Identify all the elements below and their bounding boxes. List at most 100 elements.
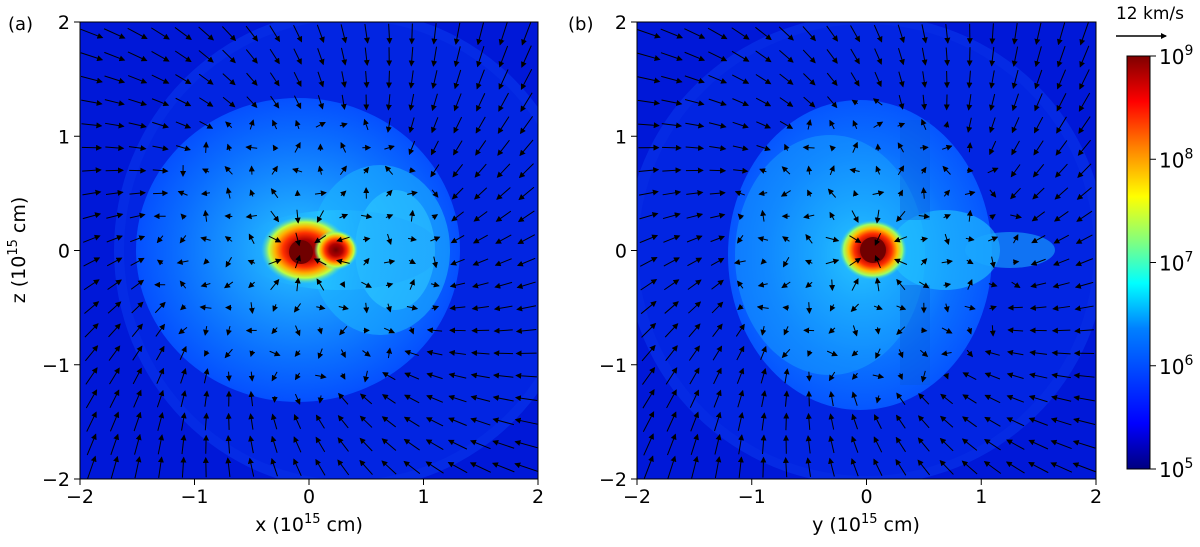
velocity-arrow-a — [202, 209, 209, 222]
velocity-arrow-a — [270, 278, 280, 291]
velocity-arrow-a — [293, 303, 302, 313]
velocity-arrow-b — [1011, 70, 1019, 90]
velocity-arrow-b — [943, 189, 951, 197]
velocity-arrow-b — [662, 167, 682, 174]
velocity-arrow-b — [666, 433, 677, 456]
velocity-arrow-a — [292, 167, 303, 174]
velocity-arrow-b — [826, 25, 839, 42]
velocity-arrow-a — [270, 95, 280, 109]
velocity-arrow-b — [1073, 417, 1096, 425]
velocity-arrow-b — [896, 304, 907, 311]
velocity-arrow-b — [1079, 22, 1089, 46]
velocity-arrow-b — [783, 368, 790, 384]
velocity-arrow-a — [359, 459, 373, 475]
velocity-arrow-a — [476, 46, 485, 68]
velocity-key: 12 km/s — [1116, 4, 1184, 39]
velocity-arrow-b — [642, 366, 656, 385]
velocity-arrow-b — [688, 301, 702, 314]
velocity-arrow-b — [941, 258, 953, 265]
velocity-arrow-a — [476, 93, 486, 112]
velocity-arrow-b — [1034, 93, 1043, 112]
velocity-arrow-b — [709, 145, 727, 152]
velocity-arrow-b — [1006, 439, 1025, 450]
velocity-arrow-a — [337, 437, 349, 452]
velocity-arrow-b — [1053, 234, 1070, 244]
velocity-arrow-a — [404, 349, 419, 356]
velocity-arrow-a — [317, 327, 323, 335]
velocity-arrow-b — [897, 349, 904, 359]
velocity-arrow-b — [662, 144, 682, 151]
velocity-arrow-b — [663, 234, 681, 243]
velocity-arrow-a — [450, 235, 465, 244]
velocity-arrow-b — [731, 50, 750, 62]
velocity-arrow-b — [661, 99, 683, 106]
velocity-arrow-b — [688, 323, 701, 338]
velocity-arrow-a — [493, 350, 514, 357]
velocity-arrow-a — [156, 235, 164, 244]
velocity-arrow-a — [268, 258, 282, 265]
velocity-arrow-b — [939, 437, 954, 452]
velocity-arrow-a — [180, 434, 187, 455]
velocity-arrow-a — [316, 304, 326, 311]
velocity-arrow-a — [493, 305, 513, 312]
velocity-arrow-b — [828, 435, 835, 454]
x-tick-label-b: 1 — [975, 486, 987, 508]
velocity-arrow-a — [431, 93, 438, 112]
velocity-arrow-b — [684, 75, 705, 84]
velocity-arrow-b — [737, 412, 745, 431]
velocity-arrow-b — [1053, 211, 1069, 222]
velocity-arrow-a — [248, 413, 255, 430]
velocity-arrow-b — [1051, 394, 1072, 402]
velocity-arrow-a — [221, 26, 237, 42]
velocity-arrow-a — [81, 122, 103, 129]
velocity-arrow-a — [247, 457, 255, 477]
velocity-arrow-a — [426, 372, 443, 380]
velocity-arrow-b — [961, 438, 978, 451]
velocity-arrow-b — [849, 257, 862, 266]
velocity-arrow-a — [127, 75, 148, 84]
velocity-arrow-b — [898, 71, 905, 88]
velocity-arrow-b — [1034, 46, 1042, 68]
velocity-arrow-a — [180, 456, 187, 478]
x-tick-label-a: 0 — [303, 486, 315, 508]
velocity-arrow-a — [514, 462, 539, 472]
velocity-arrow-a — [409, 278, 415, 290]
velocity-arrow-a — [198, 73, 214, 85]
velocity-arrow-b — [686, 212, 704, 219]
velocity-arrow-a — [363, 71, 370, 89]
velocity-arrow-a — [293, 24, 303, 43]
velocity-arrow-a — [408, 117, 415, 134]
velocity-arrow-a — [408, 46, 415, 67]
velocity-arrow-b — [1076, 210, 1093, 222]
velocity-arrow-b — [941, 327, 953, 334]
velocity-arrow-a — [245, 144, 258, 151]
velocity-arrow-b — [687, 257, 703, 267]
velocity-arrow-a — [339, 122, 348, 129]
velocity-arrow-a — [157, 456, 164, 478]
velocity-arrow-a — [514, 417, 538, 425]
velocity-arrow-b — [638, 122, 660, 129]
colorbar-tick-label: 107 — [1159, 250, 1193, 276]
velocity-arrow-a — [249, 189, 256, 197]
velocity-arrow-b — [984, 394, 1001, 404]
velocity-arrow-b — [851, 350, 859, 357]
velocity-arrow-a — [359, 393, 373, 405]
velocity-arrow-b — [691, 455, 699, 479]
velocity-arrow-b — [966, 209, 973, 222]
velocity-arrow-a — [294, 325, 301, 337]
velocity-arrow-b — [828, 390, 835, 407]
velocity-arrow-a — [315, 373, 327, 380]
velocity-arrow-b — [825, 236, 840, 243]
velocity-arrow-b — [983, 461, 1002, 474]
velocity-arrow-b — [989, 189, 997, 198]
velocity-arrow-b — [874, 48, 883, 65]
velocity-arrow-b — [803, 96, 816, 108]
velocity-arrow-b — [805, 412, 812, 430]
velocity-arrow-a — [106, 212, 124, 219]
velocity-arrow-b — [1050, 417, 1072, 426]
x-tick-label-a: 1 — [417, 486, 429, 508]
velocity-arrow-b — [917, 459, 931, 476]
velocity-arrow-a — [204, 350, 210, 357]
velocity-arrow-b — [783, 326, 790, 336]
velocity-arrow-a — [109, 411, 120, 432]
